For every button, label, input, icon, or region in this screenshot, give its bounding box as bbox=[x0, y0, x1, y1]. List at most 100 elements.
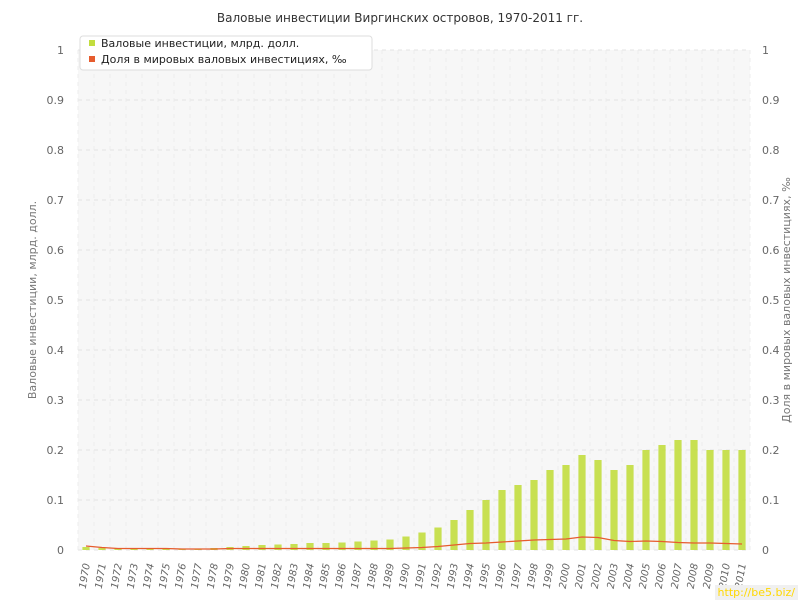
y-tick-label-left: 0.2 bbox=[47, 444, 65, 457]
y-tick-label-left: 1 bbox=[57, 44, 64, 57]
bar bbox=[738, 450, 746, 550]
x-tick-label: 1975 bbox=[158, 563, 173, 590]
x-tick-label: 1980 bbox=[238, 563, 253, 590]
bar bbox=[610, 470, 618, 550]
bar bbox=[338, 542, 346, 550]
x-tick-label: 1999 bbox=[542, 563, 557, 590]
x-tick-label: 2000 bbox=[558, 563, 573, 590]
bar bbox=[530, 480, 538, 550]
y-tick-label-left: 0.3 bbox=[47, 394, 65, 407]
x-tick-label: 1983 bbox=[286, 563, 301, 590]
x-tick-label: 1986 bbox=[334, 563, 349, 590]
bar bbox=[578, 455, 586, 550]
x-tick-label: 1997 bbox=[510, 562, 525, 590]
bar bbox=[482, 500, 490, 550]
x-tick-label: 2008 bbox=[686, 563, 701, 590]
x-tick-label: 1988 bbox=[366, 563, 381, 590]
y-axis-right: 0 0.1 0.2 0.3 0.4 0.5 0.6 0.7 0.8 0.9 1 bbox=[762, 44, 780, 557]
bar bbox=[130, 548, 138, 550]
x-tick-label: 2010 bbox=[718, 563, 733, 590]
y-axis-right-title: Доля в мировых валовых инвестициях, ‰ bbox=[780, 177, 793, 423]
bar bbox=[706, 450, 714, 550]
x-tick-label: 2005 bbox=[638, 563, 653, 590]
bar bbox=[514, 485, 522, 550]
y-axis-left-title: Валовые инвестиции, млрд. долл. bbox=[26, 201, 39, 399]
x-tick-label: 1987 bbox=[350, 562, 365, 590]
bar bbox=[642, 450, 650, 550]
x-tick-label: 2003 bbox=[606, 563, 621, 590]
y-tick-label-right: 0.9 bbox=[762, 94, 780, 107]
bar bbox=[274, 544, 282, 550]
bar bbox=[658, 445, 666, 550]
bar bbox=[114, 548, 122, 550]
y-tick-label-right: 0.8 bbox=[762, 144, 780, 157]
bar bbox=[258, 545, 266, 550]
x-axis: 1970 1971 1972 1973 1974 1975 1976 1977 1978 1979… bbox=[78, 562, 749, 590]
bar-series bbox=[82, 440, 746, 550]
y-tick-label-right: 0.2 bbox=[762, 444, 780, 457]
y-tick-label-right: 0.6 bbox=[762, 244, 780, 257]
watermark-link[interactable]: http://be5.biz/ bbox=[714, 585, 798, 600]
y-tick-label-right: 0.5 bbox=[762, 294, 780, 307]
y-tick-label-left: 0.6 bbox=[47, 244, 65, 257]
bar bbox=[594, 460, 602, 550]
y-tick-label-left: 0.9 bbox=[47, 94, 65, 107]
y-tick-label-right: 1 bbox=[762, 44, 769, 57]
y-tick-label-left: 0.8 bbox=[47, 144, 65, 157]
bar bbox=[434, 527, 442, 550]
x-tick-label: 1994 bbox=[462, 563, 477, 590]
y-tick-label-left: 0.7 bbox=[47, 194, 65, 207]
bar bbox=[98, 548, 106, 550]
legend-label-investments: Валовые инвестиции, млрд. долл. bbox=[101, 37, 299, 50]
grid bbox=[77, 49, 751, 551]
y-tick-label-right: 0.4 bbox=[762, 344, 780, 357]
legend-swatch-investments bbox=[89, 40, 95, 46]
x-tick-label: 1992 bbox=[430, 563, 445, 590]
bar bbox=[386, 539, 394, 550]
y-axis-left: 0 0.1 0.2 0.3 0.4 0.5 0.6 0.7 0.8 0.9 1 bbox=[47, 44, 65, 557]
bar bbox=[322, 543, 330, 550]
x-tick-label: 1970 bbox=[78, 563, 93, 590]
y-tick-label-right: 0.1 bbox=[762, 494, 780, 507]
x-tick-label: 1985 bbox=[318, 563, 333, 590]
bar bbox=[674, 440, 682, 550]
x-tick-label: 2001 bbox=[574, 563, 589, 590]
legend-box bbox=[79, 35, 373, 71]
x-tick-label: 1996 bbox=[494, 563, 509, 590]
x-tick-label: 1971 bbox=[94, 563, 109, 590]
bar bbox=[370, 540, 378, 550]
x-tick-label: 1973 bbox=[126, 563, 141, 590]
share-line bbox=[85, 536, 743, 550]
y-tick-label-right: 0.3 bbox=[762, 394, 780, 407]
x-tick-label: 1995 bbox=[478, 563, 493, 590]
bar bbox=[466, 510, 474, 550]
x-tick-label: 1978 bbox=[206, 563, 221, 590]
x-tick-label: 1981 bbox=[254, 563, 269, 590]
y-tick-label-right: 0 bbox=[762, 544, 769, 557]
legend-swatch-share bbox=[89, 56, 95, 62]
bar bbox=[562, 465, 570, 550]
bar bbox=[546, 470, 554, 550]
x-tick-label: 2006 bbox=[654, 563, 669, 590]
bar bbox=[626, 465, 634, 550]
x-tick-label: 1976 bbox=[174, 563, 189, 590]
x-tick-label: 1974 bbox=[142, 563, 157, 590]
bar bbox=[498, 490, 506, 550]
x-tick-label: 1991 bbox=[414, 563, 429, 590]
bar bbox=[290, 544, 298, 550]
chart-title: Валовые инвестиции Виргинских островов, … bbox=[217, 11, 583, 25]
bar bbox=[402, 536, 410, 550]
bar bbox=[450, 520, 458, 550]
x-tick-label: 1989 bbox=[382, 563, 397, 590]
y-tick-label-left: 0.4 bbox=[47, 344, 65, 357]
x-tick-label: 1993 bbox=[446, 563, 461, 590]
bar bbox=[354, 541, 362, 550]
legend: Валовые инвестиции, млрд. долл. Доля в м… bbox=[79, 35, 373, 71]
x-tick-label: 1990 bbox=[398, 563, 413, 590]
line-series bbox=[85, 536, 743, 550]
y-tick-label-left: 0.5 bbox=[47, 294, 65, 307]
x-tick-label: 2011 bbox=[734, 563, 749, 590]
x-tick-label: 2004 bbox=[622, 563, 637, 590]
x-tick-label: 2009 bbox=[702, 563, 717, 590]
